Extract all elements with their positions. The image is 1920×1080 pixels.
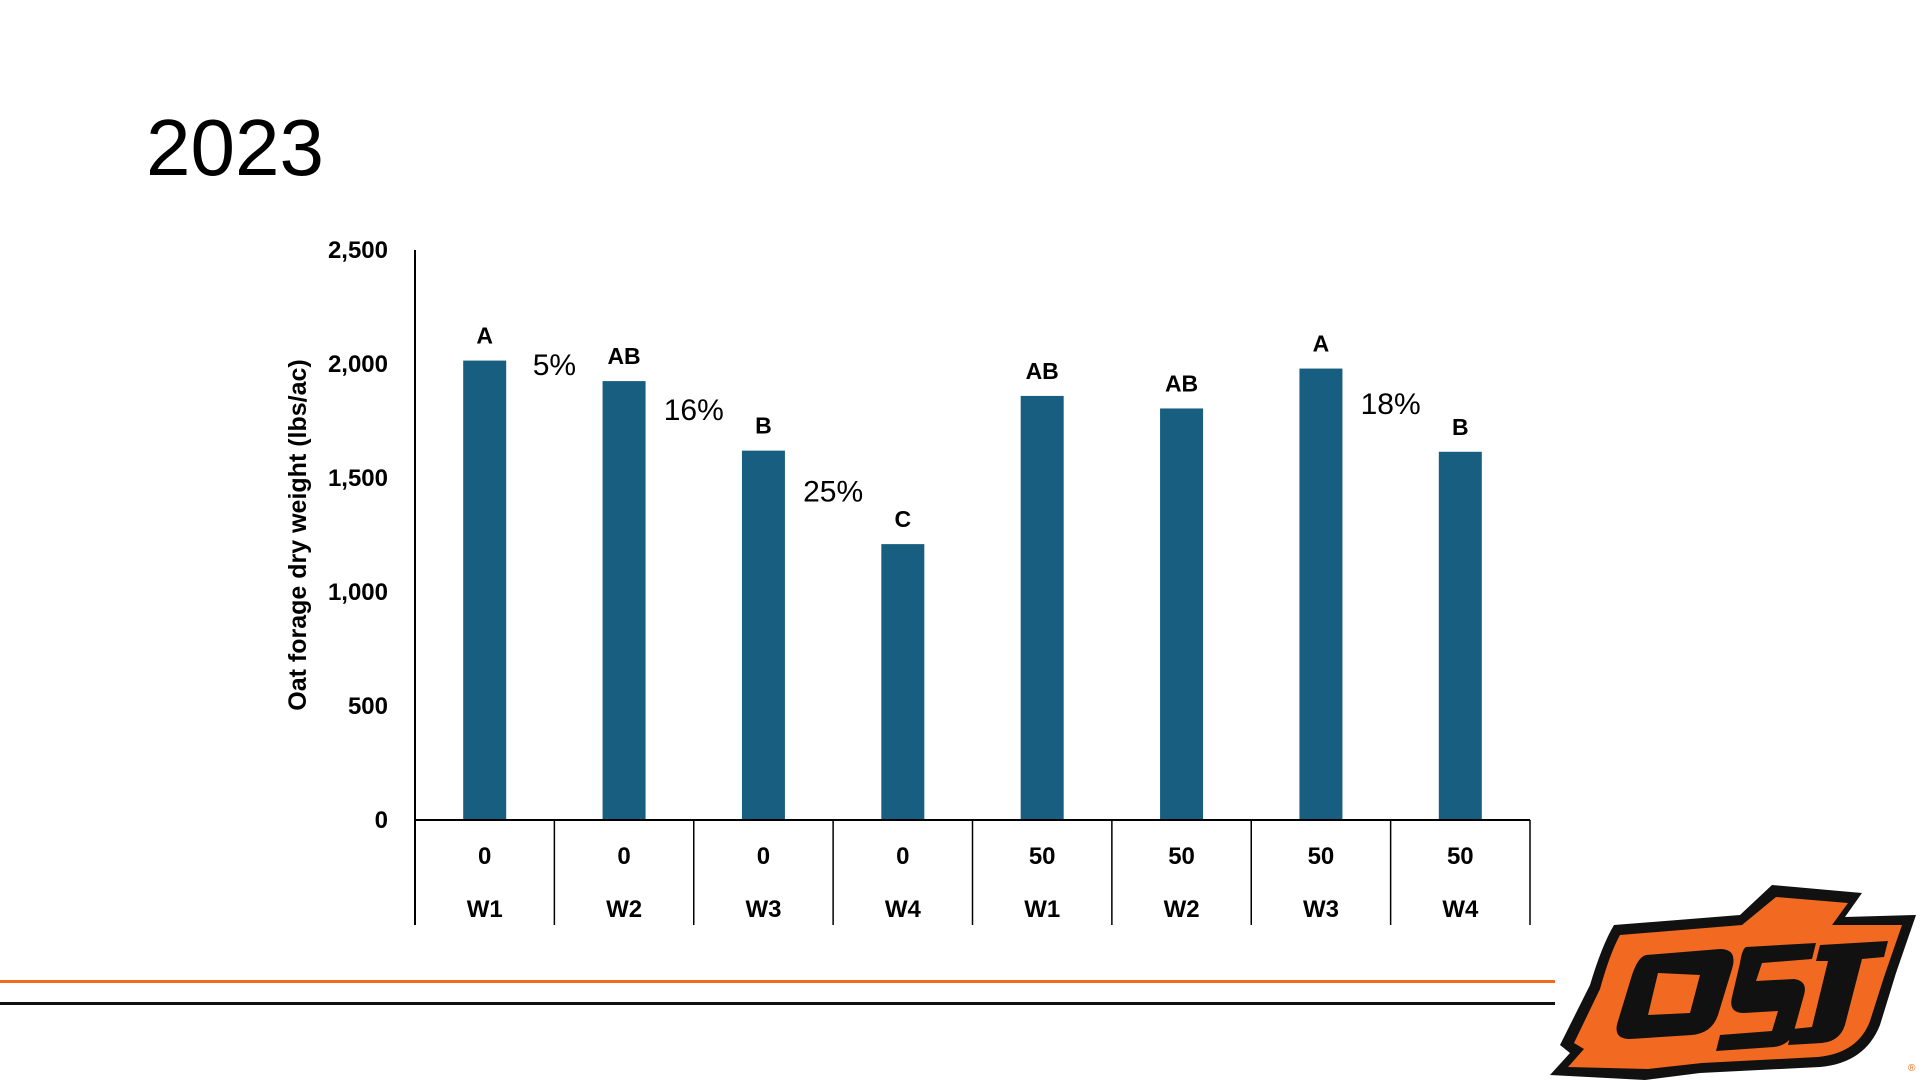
x-category-timing-label: W2 [1164, 896, 1200, 923]
x-category-timing-label: W2 [606, 896, 642, 923]
x-category-timing-label: W3 [1303, 896, 1339, 923]
x-category-rate-label: 50 [1308, 843, 1335, 870]
percent-reduction-annotation: 18% [1361, 388, 1421, 421]
percent-reduction-annotation: 25% [803, 475, 863, 508]
x-category-rate-label: 50 [1029, 843, 1056, 870]
bar [741, 450, 785, 820]
bars [463, 360, 1482, 820]
bar [1438, 451, 1482, 820]
registered-mark: ® [1908, 1063, 1916, 1074]
y-axis-ticks: 0 500 1,000 1,500 2,000 2,500 [328, 237, 388, 834]
slide-title: 2023 [146, 103, 324, 192]
x-category-rate-label: 50 [1168, 843, 1195, 870]
osu-logo: ® [1550, 885, 1916, 1080]
percent-reduction-annotation: 5% [533, 349, 576, 382]
bar [1020, 395, 1064, 820]
bar [463, 360, 507, 820]
y-tick-label: 2,000 [328, 351, 388, 378]
x-category-timing-label: W4 [885, 896, 922, 923]
x-category-rate-label: 50 [1447, 843, 1474, 870]
bar-data-label: AB [1026, 358, 1059, 384]
bar-data-label: A [1313, 331, 1330, 357]
y-tick-label: 0 [375, 807, 388, 834]
y-tick-label: 1,500 [328, 465, 388, 492]
bar [1299, 368, 1343, 820]
bar [602, 381, 646, 820]
x-category-timing-label: W1 [1024, 896, 1060, 923]
bar-data-label: AB [607, 343, 640, 369]
x-category-rate-label: 0 [896, 843, 909, 870]
bar [1160, 408, 1204, 820]
y-tick-label: 2,500 [328, 237, 388, 264]
y-tick-label: 1,000 [328, 579, 388, 606]
bar [881, 544, 925, 820]
x-category-timing-label: W4 [1442, 896, 1479, 923]
x-category-rate-label: 0 [478, 843, 491, 870]
bar-data-label: B [755, 413, 772, 439]
x-category-timing-label: W1 [467, 896, 503, 923]
bar-data-label: C [895, 506, 912, 532]
x-axis-category-table: 0 W1 0 W2 0 W3 0 W4 50 W1 50 W2 50 W3 50 W4 [467, 820, 1531, 925]
y-tick-label: 500 [348, 693, 388, 720]
percent-annotations: 5% 16% 25% 18% [533, 349, 1421, 509]
footer-black-line [0, 1002, 1555, 1005]
y-axis-label: Oat forage dry weight (lbs/ac) [284, 359, 312, 710]
footer-orange-line [0, 980, 1555, 983]
percent-reduction-annotation: 16% [664, 394, 724, 427]
x-category-rate-label: 0 [757, 843, 770, 870]
bar-data-label: AB [1165, 370, 1198, 396]
x-category-rate-label: 0 [617, 843, 630, 870]
x-category-timing-label: W3 [745, 896, 781, 923]
bar-data-label: A [476, 323, 493, 349]
bar-data-label: B [1452, 414, 1469, 440]
